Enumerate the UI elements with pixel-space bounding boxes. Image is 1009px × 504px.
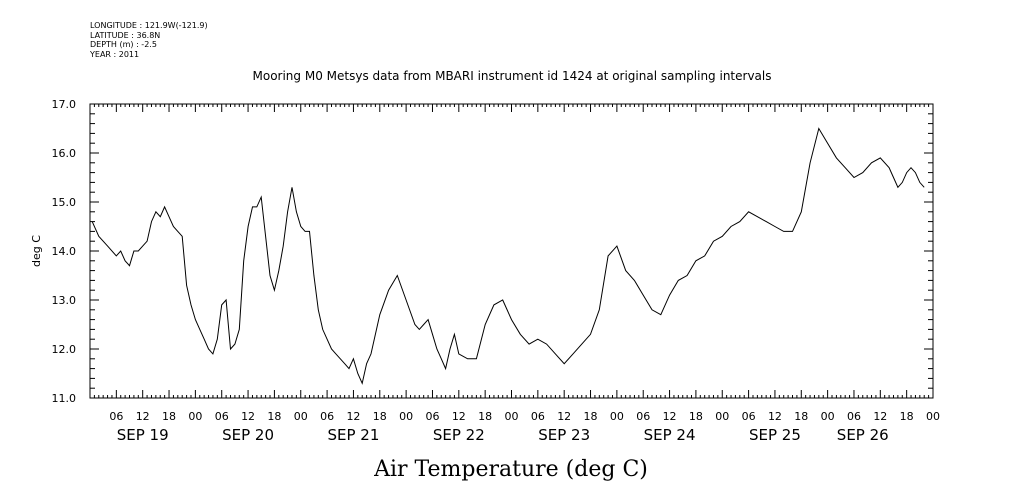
x-tick-label: 00	[505, 410, 519, 423]
x-tick-label: 00	[715, 410, 729, 423]
x-tick-label: 12	[768, 410, 782, 423]
x-tick-label: 18	[689, 410, 703, 423]
x-tick-label: 00	[926, 410, 940, 423]
x-tick-label: 18	[900, 410, 914, 423]
x-tick-label: 12	[136, 410, 150, 423]
x-tick-label: 00	[610, 410, 624, 423]
latitude-text: LATITUDE : 36.8N	[90, 30, 161, 40]
x-day-label: SEP 25	[749, 426, 801, 444]
x-tick-label: 12	[346, 410, 360, 423]
x-tick-label: 18	[584, 410, 598, 423]
x-axis-label: Air Temperature (deg C)	[373, 457, 648, 482]
y-tick-label: 15.0	[52, 196, 77, 209]
x-day-label: SEP 21	[327, 426, 379, 444]
y-axis-label: deg C	[30, 235, 43, 267]
y-tick-label: 11.0	[52, 392, 77, 405]
year-text: YEAR : 2011	[90, 49, 140, 59]
series-line	[91, 127, 925, 385]
x-tick-label: 18	[373, 410, 387, 423]
x-tick-label: 00	[188, 410, 202, 423]
x-tick-label: 06	[109, 410, 123, 423]
x-tick-label: 00	[294, 410, 308, 423]
x-tick-label: 06	[320, 410, 334, 423]
y-tick-label: 16.0	[52, 147, 77, 160]
y-tick-label: 12.0	[52, 343, 77, 356]
x-tick-label: 12	[241, 410, 255, 423]
longitude-text: LONGITUDE : 121.9W(-121.9)	[90, 21, 208, 30]
x-tick-label: 06	[425, 410, 439, 423]
y-tick-label: 13.0	[52, 294, 77, 307]
chart-title: Mooring M0 Metsys data from MBARI instru…	[253, 69, 772, 83]
x-tick-label: 12	[557, 410, 571, 423]
x-tick-label: 06	[742, 410, 756, 423]
x-tick-label: 12	[452, 410, 466, 423]
x-tick-label: 06	[531, 410, 545, 423]
x-tick-label: 12	[663, 410, 677, 423]
x-tick-label: 12	[873, 410, 887, 423]
x-tick-label: 00	[821, 410, 835, 423]
x-tick-label: 18	[267, 410, 281, 423]
metadata-block: LONGITUDE : 121.9W(-121.9) LATITUDE : 36…	[90, 21, 208, 59]
x-axis: 06 12 18 00 06 12 18 00 06 12 18 00 06 12 18 00 06 12 18 00…	[89, 104, 940, 444]
x-tick-label: 18	[794, 410, 808, 423]
x-tick-label: 06	[215, 410, 229, 423]
x-day-label: SEP 26	[837, 426, 889, 444]
x-day-label: SEP 19	[117, 426, 169, 444]
plot-frame	[89, 103, 934, 399]
x-tick-label: 18	[478, 410, 492, 423]
y-tick-label: 17.0	[52, 98, 77, 111]
x-tick-label: 00	[399, 410, 413, 423]
x-tick-label: 18	[162, 410, 176, 423]
y-axis: 11.0 12.0 13.0 14.0 15.0 16.0 17.0	[52, 98, 933, 405]
x-day-label: SEP 23	[538, 426, 590, 444]
depth-text: DEPTH (m) : -2.5	[90, 40, 157, 49]
x-tick-label: 06	[636, 410, 650, 423]
x-day-label: SEP 24	[644, 426, 696, 444]
x-day-label: SEP 20	[222, 426, 274, 444]
y-tick-label: 14.0	[52, 245, 77, 258]
x-tick-label: 06	[847, 410, 861, 423]
x-day-label: SEP 22	[433, 426, 485, 444]
